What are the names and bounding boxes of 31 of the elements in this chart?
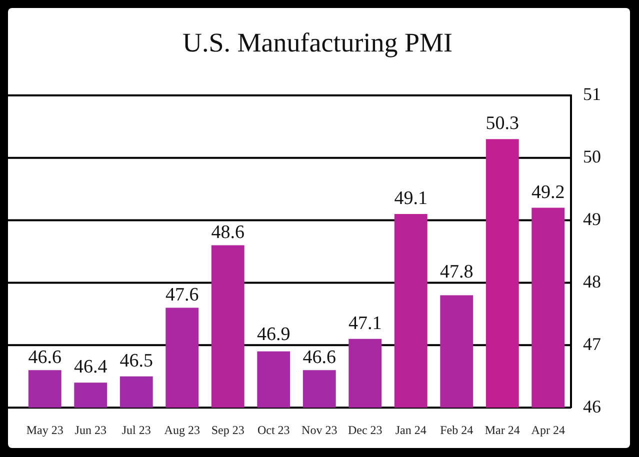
x-tick-label: Jan 24 xyxy=(395,422,426,437)
x-tick-label: Jul 23 xyxy=(122,422,151,437)
x-tick-label: Mar 24 xyxy=(484,422,520,437)
data-label: 46.4 xyxy=(74,356,108,378)
data-label: 46.9 xyxy=(257,324,290,346)
data-label: 49.2 xyxy=(532,182,565,203)
x-tick-label: Nov 23 xyxy=(302,422,338,437)
y-tick-label: 50 xyxy=(583,146,601,167)
y-tick-label: 47 xyxy=(583,334,601,354)
y-tick-label: 51 xyxy=(583,84,601,104)
data-label: 50.3 xyxy=(486,113,519,134)
x-tick-label: Dec 23 xyxy=(348,422,382,437)
x-tick-label: May 23 xyxy=(26,422,64,437)
x-tick-label: Aug 23 xyxy=(164,422,200,437)
x-tick-label: Apr 24 xyxy=(531,422,565,437)
data-label: 49.1 xyxy=(394,188,428,210)
y-tick-label: 49 xyxy=(583,209,601,230)
data-label: 47.1 xyxy=(348,312,382,334)
y-tick-label: 48 xyxy=(583,271,601,292)
data-label: 46.6 xyxy=(28,346,62,368)
data-label: 46.6 xyxy=(302,346,336,368)
data-label: 46.5 xyxy=(120,350,153,372)
x-tick-label: Oct 23 xyxy=(257,422,290,437)
data-label: 47.8 xyxy=(440,262,474,283)
x-tick-label: Jun 23 xyxy=(74,422,106,437)
x-tick-label: Sep 23 xyxy=(211,422,244,437)
chart-title: U.S. Manufacturing PMI xyxy=(182,27,452,58)
data-label: 48.6 xyxy=(211,222,244,243)
x-tick-label: Feb 24 xyxy=(440,422,474,437)
y-tick-label: 46 xyxy=(583,396,601,416)
data-label: 47.6 xyxy=(166,284,199,306)
